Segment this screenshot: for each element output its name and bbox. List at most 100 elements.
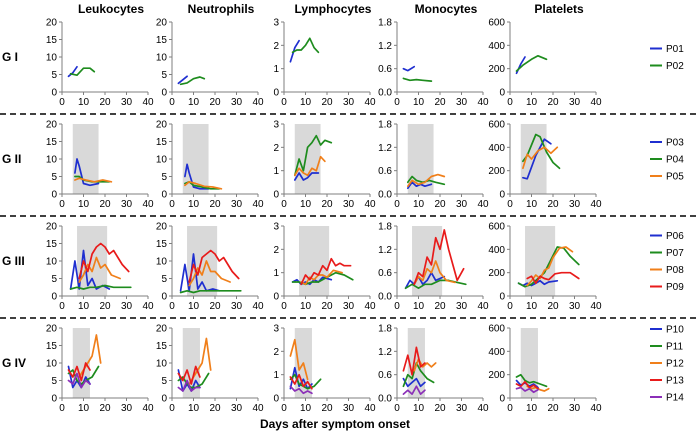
series-line-p03 [406,181,433,190]
panel-g-iv-monocytes: 0.0 0.6 1.2 1.8 0 10 20 30 40 [378,324,489,415]
x-tick-label: 10 [526,97,538,108]
shaded-window [299,226,330,296]
legend-label-p12: P12 [666,359,684,370]
x-tick-label: 0 [169,97,175,108]
legend-label-p11: P11 [666,342,683,353]
series-line-p02 [402,77,433,82]
y-tick-label: 5 [51,274,57,285]
y-tick-label: 2 [273,347,279,358]
x-tick-label: 40 [252,403,264,414]
column-title-monocytes: Monocytes [415,2,478,16]
y-tick-label: 0 [161,190,167,201]
x-tick-label: 20 [209,97,221,108]
y-tick-label: 0 [51,88,57,99]
group-label-g-iv: G IV [2,356,26,370]
x-tick-label: 30 [121,199,133,210]
y-tick-label: 0 [161,292,167,303]
series-line-p13 [515,380,539,390]
legend-label-p04: P04 [666,155,684,166]
y-tick-label: 2 [273,245,279,256]
y-tick-label: 1.8 [378,324,392,335]
panel-g-iii-neutrophils: 0 5 10 15 20 0 10 20 30 40 [156,222,264,313]
y-tick-label: 1 [273,64,279,75]
y-tick-label: 0.6 [378,166,392,177]
y-tick-label: 400 [488,347,505,358]
y-tick-label: 10 [156,155,168,166]
x-tick-label: 0 [394,403,400,414]
y-tick-label: 0.6 [378,268,392,279]
series-line-p07 [69,284,132,290]
y-tick-label: 0.0 [378,394,392,405]
y-tick-label: 600 [488,18,505,29]
y-tick-label: 15 [156,239,168,250]
series-line-p03 [184,163,210,190]
x-tick-label: 40 [142,403,154,414]
series-line-p05 [184,180,223,190]
y-tick-label: 0 [273,394,279,405]
y-tick-label: 0 [499,394,505,405]
x-tick-label: 10 [300,403,312,414]
x-tick-label: 20 [209,301,221,312]
series-line-p03 [522,138,552,180]
x-tick-label: 20 [321,301,333,312]
x-tick-label: 0 [507,403,513,414]
y-tick-label: 0 [273,292,279,303]
x-tick-label: 30 [121,301,133,312]
series-line-p02 [291,37,320,54]
x-tick-label: 40 [252,199,264,210]
x-tick-label: 20 [321,403,333,414]
series-line-p13 [177,365,201,385]
x-tick-label: 30 [569,301,581,312]
series-line-p09 [300,257,352,286]
series-line-p09 [413,229,465,286]
series-line-p09 [188,249,240,283]
x-tick-label: 0 [507,199,513,210]
x-tick-label: 20 [99,301,111,312]
x-tick-label: 20 [209,403,221,414]
x-tick-label: 30 [456,403,468,414]
y-tick-label: 10 [156,359,168,370]
series-line-p05 [406,173,446,188]
x-tick-label: 30 [343,301,355,312]
series-line-p14 [177,379,201,392]
x-tick-label: 0 [394,301,400,312]
x-tick-label: 10 [300,97,312,108]
legend-g-i: P01 P02 [650,44,684,72]
panel-g-iv-leukocytes: 0 5 10 15 20 0 10 20 30 40 [46,324,154,415]
x-tick-label: 0 [59,403,65,414]
y-tick-label: 0 [499,88,505,99]
x-tick-label: 30 [456,301,468,312]
legend-label-p06: P06 [666,231,684,242]
x-tick-label: 30 [456,199,468,210]
panel-g-i-monocytes: 0.0 0.6 1.2 1.8 0 10 20 30 40 [378,18,489,109]
y-tick-label: 0.6 [378,64,392,75]
x-tick-label: 30 [121,97,133,108]
x-tick-label: 30 [456,97,468,108]
panel-g-ii-leukocytes: 0 5 10 15 20 0 10 20 30 40 [46,120,154,211]
y-tick-label: 1 [273,166,279,177]
x-tick-label: 10 [526,301,538,312]
x-tick-label: 40 [477,97,489,108]
x-tick-label: 40 [477,403,489,414]
y-tick-label: 10 [46,155,58,166]
x-tick-label: 10 [78,301,90,312]
group-label-g-i: G I [2,50,18,64]
x-tick-label: 40 [142,301,154,312]
y-tick-label: 1.2 [378,41,392,52]
x-tick-label: 0 [59,199,65,210]
y-tick-label: 200 [488,268,505,279]
x-tick-label: 40 [252,97,264,108]
x-tick-label: 10 [413,199,425,210]
x-tick-label: 10 [188,199,200,210]
x-tick-label: 0 [394,97,400,108]
series-line-p02 [515,54,548,72]
y-tick-label: 1.2 [378,245,392,256]
series-line-p13 [289,373,313,390]
y-tick-label: 400 [488,143,505,154]
y-tick-label: 3 [273,324,279,335]
series-line-p14 [402,385,426,395]
x-tick-label: 0 [281,199,287,210]
y-tick-label: 10 [46,359,58,370]
